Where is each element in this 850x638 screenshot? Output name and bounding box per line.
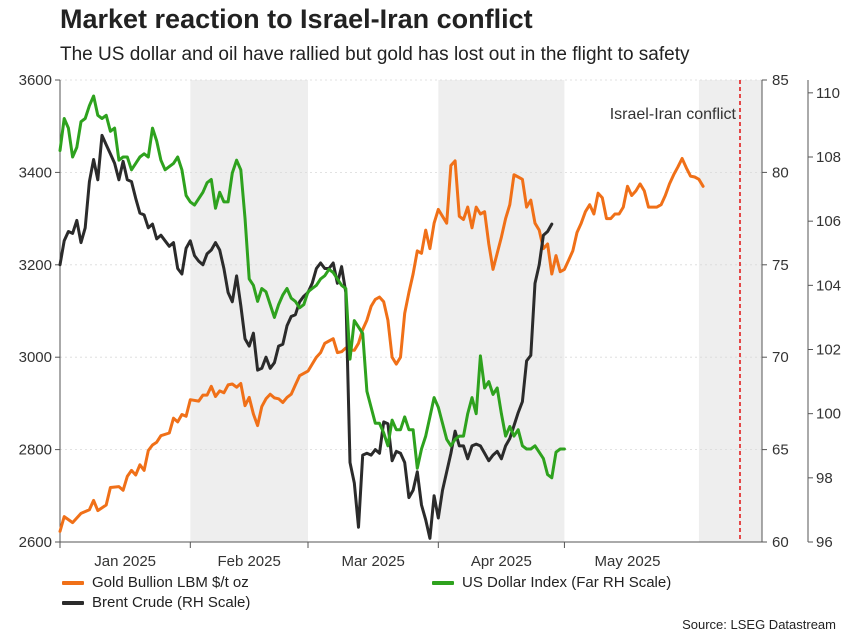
x-tick-label-1: Feb 2025 [217, 553, 280, 570]
chart-title: Market reaction to Israel-Iran conflict [60, 4, 533, 34]
right-tick-label-70: 70 [772, 349, 789, 366]
legend-swatch-gold [62, 580, 84, 585]
right-tick-label-85: 85 [772, 72, 789, 89]
x-tick-label-3: Apr 2025 [471, 553, 532, 570]
legend-brent: Brent Crude (RH Scale) [62, 594, 250, 611]
right-tick-label-80: 80 [772, 164, 789, 181]
legend-swatch-usd [432, 580, 454, 585]
far-right-tick-label-98: 98 [816, 470, 833, 487]
right-tick-label-60: 60 [772, 534, 789, 551]
legend-usd: US Dollar Index (Far RH Scale) [432, 574, 671, 591]
far-right-tick-label-96: 96 [816, 534, 833, 551]
shaded-period-1 [438, 80, 565, 542]
right-tick-label-65: 65 [772, 442, 789, 459]
left-tick-label-3000: 3000 [19, 349, 52, 366]
left-tick-label-2800: 2800 [19, 442, 52, 459]
legend-swatch-brent [62, 600, 84, 605]
far-right-tick-label-106: 106 [816, 213, 841, 230]
legend-label-gold: Gold Bullion LBM $/t oz [92, 574, 249, 591]
far-right-tick-label-104: 104 [816, 277, 841, 294]
far-right-tick-label-102: 102 [816, 342, 841, 359]
left-tick-label-3400: 3400 [19, 164, 52, 181]
left-tick-label-3600: 3600 [19, 72, 52, 89]
shaded-period-0 [190, 80, 309, 542]
x-tick-label-0: Jan 2025 [94, 553, 156, 570]
legend-label-brent: Brent Crude (RH Scale) [92, 594, 251, 611]
x-tick-label-4: May 2025 [595, 553, 661, 570]
far-right-tick-label-110: 110 [816, 85, 840, 102]
legend-gold: Gold Bullion LBM $/t oz [62, 574, 249, 591]
far-right-tick-label-108: 108 [816, 149, 841, 166]
x-tick-label-2: Mar 2025 [341, 553, 404, 570]
far-right-tick-label-100: 100 [816, 406, 841, 423]
left-tick-label-3200: 3200 [19, 257, 52, 274]
left-tick-label-2600: 2600 [19, 534, 52, 551]
chart-subtitle: The US dollar and oil have rallied but g… [60, 44, 690, 65]
series-line-2 [58, 94, 566, 480]
source-note: Source: LSEG Datastream [682, 617, 836, 632]
right-tick-label-75: 75 [772, 257, 789, 274]
event-label: Israel-Iran conflict [610, 106, 737, 123]
series-line-0 [58, 157, 705, 533]
legend-label-usd: US Dollar Index (Far RH Scale) [462, 574, 672, 591]
shaded-period-2 [698, 80, 762, 542]
